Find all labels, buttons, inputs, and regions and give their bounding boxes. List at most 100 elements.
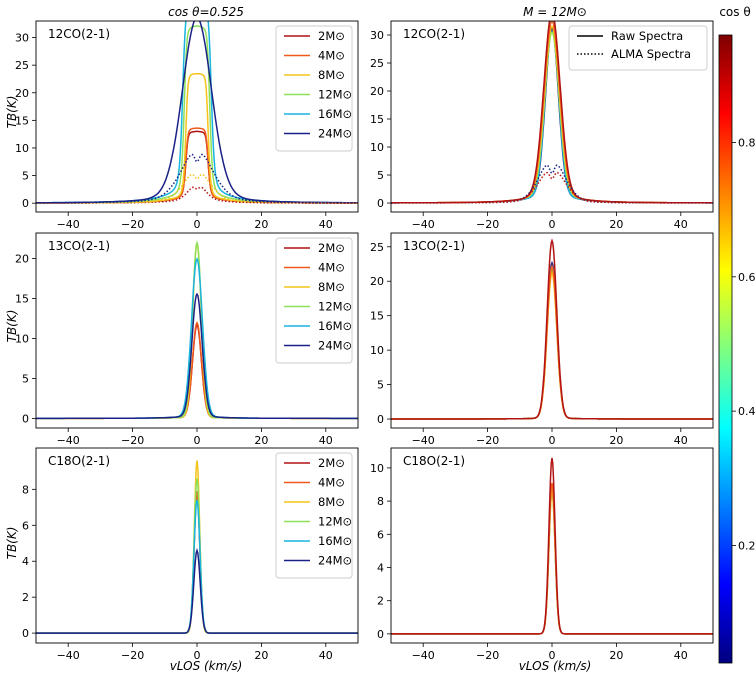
panel-bottom-right: −40 −20 0 20 40 0 2 4 6 8 10 C18O(2-1) xyxy=(370,447,714,662)
y-tick-label: 4 xyxy=(22,555,29,568)
y-tick-label: 0 xyxy=(22,197,29,210)
legend-entry: 8M⊙ xyxy=(318,280,345,294)
axes-frame xyxy=(390,447,714,644)
legend-box xyxy=(275,237,353,364)
y-tick-label: 5 xyxy=(377,169,384,182)
top-left-title: cos θ=0.525 xyxy=(168,5,244,19)
y-tick-label: 8 xyxy=(22,483,29,496)
series-line xyxy=(36,173,358,204)
x-tick-label: 20 xyxy=(609,434,623,447)
x-tick-label: −40 xyxy=(412,218,435,231)
y-tick-label: 10 xyxy=(370,141,384,154)
x-axis-label-left: vLOS (km/s) xyxy=(170,659,243,673)
y-tick-label: 0 xyxy=(22,627,29,640)
series-line xyxy=(36,186,358,204)
x-tick-label: −40 xyxy=(57,434,80,447)
y-axis-label-middle: TB(K) xyxy=(5,310,19,343)
y-tick-label: 25 xyxy=(370,241,384,254)
series-line xyxy=(391,164,713,204)
legend-entry: 8M⊙ xyxy=(318,68,345,82)
legend-entry: 4M⊙ xyxy=(318,49,345,63)
top-right-title: M = 12M⊙ xyxy=(523,5,587,19)
series-line xyxy=(391,264,713,420)
colorbar-tick-label: 0.2 xyxy=(738,539,756,552)
x-tick-label: 40 xyxy=(674,218,688,231)
series-line xyxy=(391,264,713,420)
x-tick-label: 20 xyxy=(254,649,268,662)
y-tick-label: 20 xyxy=(15,87,29,100)
legend-entry: 12M⊙ xyxy=(318,88,352,102)
x-tick-label: −20 xyxy=(476,218,499,231)
x-tick-label: −40 xyxy=(412,434,435,447)
legend-entry: 4M⊙ xyxy=(318,261,345,275)
y-tick-label: 2 xyxy=(377,595,384,608)
legend-entry: ALMA Spectra xyxy=(611,47,691,61)
legend-entry: 16M⊙ xyxy=(318,319,352,333)
panel-bottom-left: −40 −20 0 20 40 0 2 4 6 8 C18O(2-1) 2M⊙ 4M⊙ 8M⊙ 12M⊙ 16… xyxy=(22,447,359,662)
y-tick-label: 5 xyxy=(22,170,29,183)
x-tick-label: −20 xyxy=(476,434,499,447)
y-tick-label: 0 xyxy=(22,412,29,425)
legend-entry: 16M⊙ xyxy=(318,534,352,548)
series-line xyxy=(391,490,713,635)
legend-entry: 8M⊙ xyxy=(318,495,345,509)
x-tick-label: 20 xyxy=(609,649,623,662)
colorbar-gradient xyxy=(718,34,733,664)
y-tick-label: 2 xyxy=(22,591,29,604)
legend-box xyxy=(275,452,353,579)
series-line xyxy=(36,292,358,420)
series-group xyxy=(391,21,713,204)
x-tick-label: 40 xyxy=(674,649,688,662)
x-tick-label: 0 xyxy=(194,649,201,662)
y-tick-label: 15 xyxy=(15,114,29,127)
colorbar: cos θ 0.2 0.4 0.6 0.8 xyxy=(718,5,756,664)
legend-box xyxy=(568,25,708,71)
series-line xyxy=(391,238,713,420)
y-axis-label-top: TB(K) xyxy=(5,96,19,129)
y-tick-label: 6 xyxy=(377,528,384,541)
y-tick-label: 0 xyxy=(377,628,384,641)
x-tick-label: −20 xyxy=(121,434,144,447)
series-group xyxy=(36,240,358,420)
x-tick-label: 20 xyxy=(254,218,268,231)
series-line xyxy=(391,487,713,635)
x-tick-label: 40 xyxy=(674,434,688,447)
y-axis-label-bottom: TB(K) xyxy=(5,527,19,560)
x-tick-label: −40 xyxy=(57,218,80,231)
y-tick-label: 25 xyxy=(15,59,29,72)
y-tick-label: 5 xyxy=(377,379,384,392)
y-tick-label: 10 xyxy=(370,462,384,475)
x-tick-label: 0 xyxy=(549,218,556,231)
y-tick-label: 6 xyxy=(22,519,29,532)
x-tick-label: −40 xyxy=(57,649,80,662)
y-tick-label: 20 xyxy=(370,85,384,98)
x-tick-label: 20 xyxy=(609,218,623,231)
colorbar-label: cos θ xyxy=(719,5,750,19)
series-line xyxy=(391,457,713,635)
colorbar-tick-label: 0.8 xyxy=(738,136,756,149)
y-tick-label: 10 xyxy=(15,332,29,345)
legend-entry: Raw Spectra xyxy=(611,29,683,43)
panel-top-right: −40 −20 0 20 40 0 5 10 15 20 25 30 12CO(2-1) Raw Spec… xyxy=(370,20,714,231)
series-line xyxy=(391,489,713,635)
y-tick-label: 4 xyxy=(377,561,384,574)
x-tick-label: 40 xyxy=(319,218,333,231)
x-axis-label-right: vLOS (km/s) xyxy=(519,659,592,673)
legend-entry: 24M⊙ xyxy=(318,339,352,353)
y-tick-label: 25 xyxy=(370,57,384,70)
x-tick-label: 40 xyxy=(319,434,333,447)
legend-entry: 12M⊙ xyxy=(318,515,352,529)
series-group xyxy=(36,460,358,634)
series-line xyxy=(36,547,358,634)
series-line xyxy=(391,260,713,420)
x-tick-label: 40 xyxy=(319,649,333,662)
legend-entry: 16M⊙ xyxy=(318,107,352,121)
legend-entry: 24M⊙ xyxy=(318,554,352,568)
legend-box xyxy=(275,25,353,152)
legend: 2M⊙ 4M⊙ 8M⊙ 12M⊙ 16M⊙ 24M⊙ xyxy=(275,452,353,579)
legend: Raw Spectra ALMA Spectra xyxy=(568,25,708,71)
y-tick-label: 30 xyxy=(370,29,384,42)
legend: 2M⊙ 4M⊙ 8M⊙ 12M⊙ 16M⊙ 24M⊙ xyxy=(275,25,353,152)
y-tick-label: 5 xyxy=(22,372,29,385)
